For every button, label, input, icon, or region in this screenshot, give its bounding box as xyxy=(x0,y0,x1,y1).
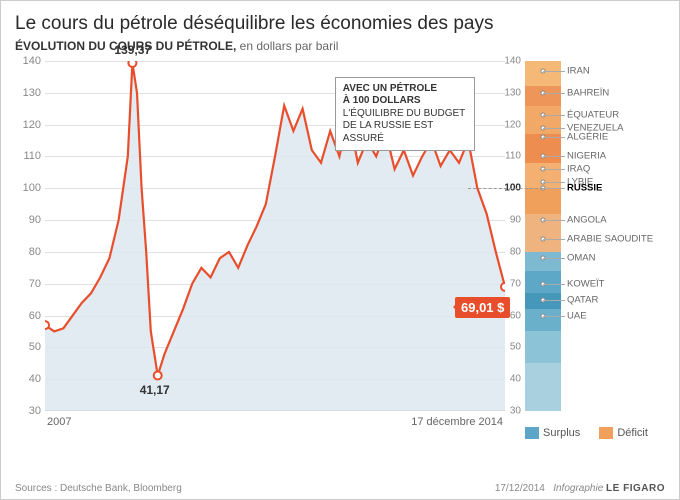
country-bar-segment xyxy=(525,188,561,213)
footer: Sources : Deutsche Bank, Bloomberg 17/12… xyxy=(15,483,665,497)
country-bar-tick: 140 xyxy=(504,56,521,67)
country-leader xyxy=(543,284,565,285)
country-leader xyxy=(543,93,565,94)
infographic-container: Le cours du pétrole déséquilibre les éco… xyxy=(0,0,680,500)
country-leader xyxy=(543,115,565,116)
subtitle: ÉVOLUTION DU COURS DU PÉTROLE, en dollar… xyxy=(15,39,665,53)
y-tick: 70 xyxy=(29,278,41,290)
country-label: UAE xyxy=(567,310,587,321)
country-leader xyxy=(543,300,565,301)
country-breakeven-bar: 30405060708090100110120130140IRANBAHREÏN… xyxy=(525,61,561,411)
subtitle-unit: en dollars par baril xyxy=(236,39,338,53)
country-label: ÉQUATEUR xyxy=(567,110,619,121)
country-bar-tick: 60 xyxy=(510,310,521,321)
y-axis: 30405060708090100110120130140 xyxy=(15,61,45,411)
y-tick: 110 xyxy=(23,150,41,162)
country-bar-segment xyxy=(525,363,561,411)
current-price-badge: 69,01 $ xyxy=(455,297,510,318)
country-leader xyxy=(543,169,565,170)
country-label: NIGERIA xyxy=(567,151,606,162)
country-leader xyxy=(543,239,565,240)
country-bar-segment xyxy=(525,331,561,363)
source-text: Sources : Deutsche Bank, Bloomberg xyxy=(15,483,182,494)
country-bar-tick: 70 xyxy=(510,278,521,289)
callout-box: AVEC UN PÉTROLEÀ 100 DOLLARSL'ÉQUILIBRE … xyxy=(335,77,475,152)
country-leader xyxy=(543,316,565,317)
country-label: ANGOLA xyxy=(567,215,607,226)
country-label: IRAN xyxy=(567,65,590,76)
credit: 17/12/2014 Infographie LE FIGARO xyxy=(495,483,665,494)
country-leader xyxy=(543,71,565,72)
legend: Surplus Déficit xyxy=(525,427,664,442)
y-tick: 60 xyxy=(29,310,41,322)
country-label: ARABIE SAOUDITE xyxy=(567,234,653,245)
y-tick: 30 xyxy=(29,405,41,417)
chart-area: 30405060708090100110120130140 2007 17 dé… xyxy=(15,61,665,446)
country-label: BAHREÏN xyxy=(567,87,609,98)
russia-threshold-line xyxy=(468,188,543,189)
country-leader xyxy=(543,188,565,189)
x-label-start: 2007 xyxy=(47,416,71,428)
country-bar-tick: 50 xyxy=(510,342,521,353)
country-bar-tick: 130 xyxy=(504,87,521,98)
country-label: QATAR xyxy=(567,294,598,305)
country-bar-segment xyxy=(525,252,561,271)
y-tick: 90 xyxy=(29,214,41,226)
y-tick: 140 xyxy=(23,55,41,67)
country-label: IRAQ xyxy=(567,164,590,175)
y-tick: 50 xyxy=(29,341,41,353)
peak-label: 41,17 xyxy=(140,383,170,397)
x-label-end: 17 décembre 2014 xyxy=(411,416,503,428)
country-leader xyxy=(543,220,565,221)
x-axis: 2007 17 décembre 2014 xyxy=(45,416,505,432)
country-leader xyxy=(543,137,565,138)
legend-surplus: Surplus xyxy=(525,427,588,439)
country-leader xyxy=(543,156,565,157)
country-bar-tick: 110 xyxy=(505,151,521,162)
y-tick: 130 xyxy=(23,87,41,99)
country-leader xyxy=(543,258,565,259)
country-bar-tick: 120 xyxy=(504,119,521,130)
country-bar-tick: 40 xyxy=(510,374,521,385)
country-label: ALGÉRIE xyxy=(567,132,608,143)
country-bar-tick: 80 xyxy=(510,246,521,257)
country-label: OMAN xyxy=(567,253,596,264)
country-label: RUSSIE xyxy=(567,183,602,194)
country-bar-tick: 90 xyxy=(510,215,521,226)
country-bar-tick: 30 xyxy=(510,406,521,417)
y-tick: 40 xyxy=(29,373,41,385)
country-bar-segment xyxy=(525,61,561,86)
y-tick: 80 xyxy=(29,246,41,258)
country-label: KOWEÏT xyxy=(567,278,604,289)
legend-deficit: Déficit xyxy=(599,427,656,439)
y-tick: 100 xyxy=(23,182,41,194)
peak-label: 139,37 xyxy=(114,43,151,57)
country-bar-segment xyxy=(525,86,561,105)
country-leader xyxy=(543,182,565,183)
y-tick: 120 xyxy=(23,119,41,131)
country-leader xyxy=(543,128,565,129)
main-title: Le cours du pétrole déséquilibre les éco… xyxy=(15,13,665,35)
